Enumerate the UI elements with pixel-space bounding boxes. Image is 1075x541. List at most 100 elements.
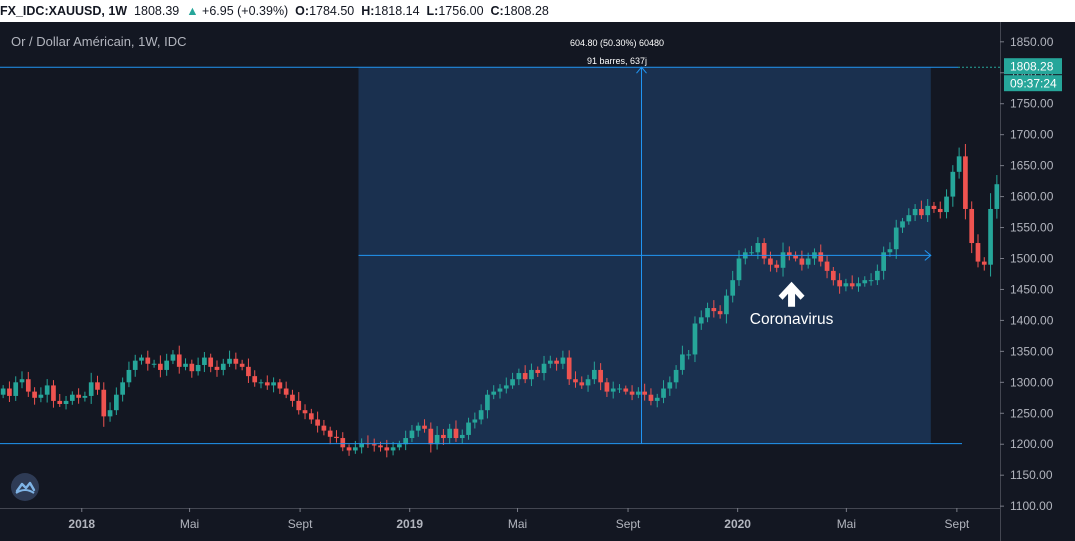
candle <box>566 350 572 385</box>
candle-body <box>510 379 515 386</box>
candle-body <box>535 369 541 374</box>
candle <box>308 408 314 424</box>
candle-body <box>378 445 383 448</box>
price-tick-label: 1650.00 <box>1010 159 1054 173</box>
candle <box>711 300 717 318</box>
candle <box>233 352 239 370</box>
candle <box>862 276 868 287</box>
candle <box>434 426 440 450</box>
candle-body <box>164 360 170 370</box>
candle-body <box>975 243 981 262</box>
time-tick-label: 2018 <box>68 517 95 531</box>
price-tick-label: 1400.00 <box>1010 313 1054 327</box>
candle-body <box>956 156 962 172</box>
candle <box>749 245 754 256</box>
candle <box>673 365 679 389</box>
candle <box>843 278 849 292</box>
candle-body <box>862 280 868 284</box>
candle <box>441 429 446 445</box>
candle <box>793 251 798 262</box>
candle <box>239 359 245 371</box>
low-value: 1756.00 <box>438 4 484 18</box>
candle <box>164 353 170 376</box>
candle <box>151 359 157 368</box>
candle <box>560 350 566 370</box>
candle-body <box>692 323 698 355</box>
candle <box>13 376 19 401</box>
candle-body <box>7 388 12 396</box>
candle-body <box>415 425 421 431</box>
candlestick-series <box>0 86 1075 458</box>
candle <box>661 380 666 404</box>
candle <box>158 355 163 378</box>
candle <box>371 438 377 452</box>
candle-body <box>478 410 484 420</box>
candle-body <box>661 388 666 398</box>
candle <box>447 423 453 444</box>
candle-body <box>937 208 943 213</box>
price-arrow-head <box>924 250 932 261</box>
candle-body <box>698 317 704 324</box>
change-icon: ▲ <box>186 4 199 18</box>
price-tick-label: 1600.00 <box>1010 190 1054 204</box>
candle <box>264 375 270 390</box>
price-axis[interactable]: 1100.00 1150.00 1200.00 1250.00 1300.00 1350.… <box>1000 22 1075 541</box>
candle <box>246 358 251 383</box>
candle-body <box>642 391 647 395</box>
open-label: O: <box>295 4 310 18</box>
candle <box>321 419 327 436</box>
candle <box>535 366 541 377</box>
candle-body <box>95 382 100 390</box>
candle <box>629 385 635 401</box>
candle-body <box>755 243 761 253</box>
candle <box>277 378 283 394</box>
candle-body <box>44 385 50 395</box>
candle <box>585 374 591 392</box>
tradingview-logo-icon[interactable] <box>11 473 39 501</box>
candle-body <box>547 360 553 364</box>
candle <box>503 377 509 394</box>
candle-body <box>158 363 163 370</box>
candle <box>51 380 56 408</box>
candle <box>554 357 559 371</box>
change-value: +6.95 (+0.39%) <box>202 4 289 18</box>
candle <box>541 355 547 381</box>
candle <box>88 372 94 404</box>
candle <box>283 381 289 399</box>
candle <box>359 438 364 454</box>
candle <box>120 377 125 402</box>
candle-body <box>321 425 327 431</box>
price-tick-label: 1150.00 <box>1010 468 1053 482</box>
candle-body <box>334 436 339 439</box>
candle-body <box>57 400 63 404</box>
measure-line-2: 91 barres, 637j <box>587 56 647 66</box>
candle-body <box>346 447 352 451</box>
candle <box>963 143 968 220</box>
price-tick-label: 1450.00 <box>1010 282 1054 296</box>
candle <box>428 422 434 453</box>
price-chart[interactable]: 1100.00 1150.00 1200.00 1250.00 1300.00 1350.… <box>0 22 1075 541</box>
candle <box>761 238 767 265</box>
countdown-tag[interactable] <box>1004 75 1062 92</box>
candle <box>384 439 390 458</box>
symbol-label[interactable]: FX_IDC:XAUUSD, 1W <box>0 4 128 18</box>
candle-body <box>856 283 861 287</box>
price-tick-label: 1750.00 <box>1010 97 1054 111</box>
time-tick-label: Sept <box>288 517 313 531</box>
candle-body <box>617 388 622 390</box>
candle <box>214 360 220 377</box>
candle <box>57 393 63 407</box>
candle-body <box>283 388 289 395</box>
candle <box>893 219 899 259</box>
candle-body <box>409 430 415 439</box>
candle <box>887 242 893 257</box>
last-price-tag[interactable] <box>1004 58 1062 75</box>
time-axis[interactable]: 2018 Mai Sept 2019 Mai Sept 2020 Mai Sept <box>0 508 1000 541</box>
candle <box>975 234 981 268</box>
candle <box>636 387 641 399</box>
candle <box>824 255 830 279</box>
candle <box>76 388 81 404</box>
candle <box>604 377 610 397</box>
coronavirus-annotation[interactable]: Coronavirus <box>750 281 834 328</box>
candle <box>340 432 346 452</box>
